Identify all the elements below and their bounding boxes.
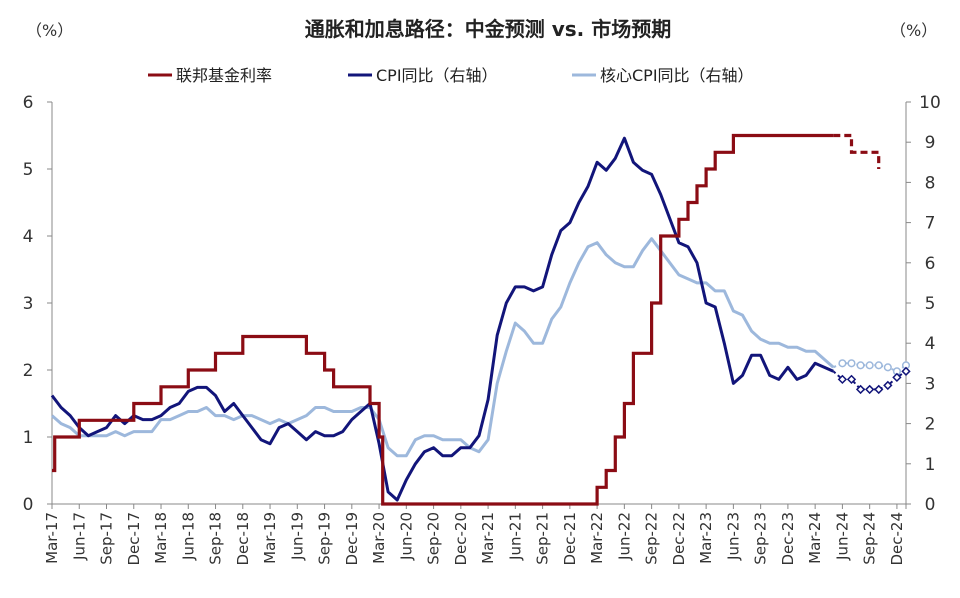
x-tick-label: Mar-18	[152, 512, 170, 564]
cpi-yoy-forecast-point	[901, 366, 911, 377]
x-tick-label: Dec-18	[234, 512, 252, 566]
left-tick-label: 5	[23, 160, 34, 180]
cpi-yoy-forecast-point	[874, 384, 884, 395]
x-tick-label: Mar-17	[43, 512, 61, 564]
right-tick-label: 7	[925, 214, 936, 234]
right-tick-label: 0	[925, 495, 936, 515]
right-unit-label: （%）	[890, 21, 937, 40]
x-tick-label: Jun-19	[288, 512, 306, 561]
x-tick-label: Jun-21	[506, 512, 524, 561]
cpi-yoy-forecast-point	[892, 372, 902, 383]
right-axis-ticks: 0 1 2 3 4 5 6 7 8 9 10	[906, 93, 941, 515]
x-tick-label: Jun-17	[70, 512, 88, 561]
left-tick-label: 0	[23, 495, 34, 515]
x-tick-label: Mar-19	[261, 512, 279, 564]
core-cpi-yoy-forecast-point	[838, 359, 847, 368]
cpi-yoy-forecast-point	[883, 380, 893, 391]
chart-title: 通胀和加息路径：中金预测 vs. 市场预期	[305, 17, 671, 41]
series-layer	[50, 133, 911, 506]
left-axis-ticks: 0 1 2 3 4 5 6	[23, 93, 52, 515]
legend-label-fed: 联邦基金利率	[176, 66, 272, 85]
x-tick-label: Sep-19	[316, 512, 334, 565]
x-tick-label: Sep-22	[643, 512, 661, 565]
x-tick-label: Sep-20	[425, 512, 443, 565]
x-tick-label: Jun-24	[833, 512, 851, 561]
right-tick-label: 6	[925, 254, 936, 274]
x-tick-label: Jun-20	[397, 512, 415, 561]
core-cpi-yoy-forecast-point	[883, 363, 892, 372]
core-cpi-yoy-forecast-point	[874, 361, 883, 370]
x-tick-label: Mar-22	[588, 512, 606, 564]
cpi-yoy-forecast-point	[864, 384, 875, 395]
core-cpi-yoy-forecast-point	[847, 359, 856, 368]
x-tick-label: Dec-19	[343, 512, 361, 566]
legend-label-cpi: CPI同比（右轴）	[376, 66, 498, 85]
core-cpi-yoy-line	[51, 237, 835, 458]
left-unit-label: （%）	[26, 21, 73, 40]
left-tick-label: 2	[23, 361, 34, 381]
x-tick-label: Dec-23	[779, 512, 797, 566]
x-tick-label: Sep-17	[98, 512, 116, 565]
cpi-yoy-forecast-point	[855, 384, 866, 395]
x-tick-label: Sep-18	[207, 512, 225, 565]
right-tick-label: 10	[919, 93, 941, 113]
right-tick-label: 3	[925, 374, 936, 394]
legend-label-core: 核心CPI同比（右轴）	[600, 66, 754, 85]
x-tick-label: Jun-18	[179, 512, 197, 561]
cpi-yoy-forecast-point	[837, 374, 848, 385]
x-tick-label: Dec-24	[888, 512, 906, 566]
right-tick-label: 1	[925, 455, 936, 475]
right-tick-label: 9	[925, 133, 936, 153]
x-tick-label: Mar-21	[479, 512, 497, 564]
x-tick-label: Dec-17	[125, 512, 143, 566]
core-cpi-yoy-forecast-point	[856, 361, 865, 370]
left-tick-label: 3	[23, 294, 34, 314]
right-tick-label: 5	[925, 294, 936, 314]
x-tick-label: Jun-22	[615, 512, 633, 561]
x-tick-label: Dec-22	[670, 512, 688, 566]
legend: 联邦基金利率 CPI同比（右轴） 核心CPI同比（右轴）	[148, 66, 754, 85]
x-tick-label: Jun-23	[724, 512, 742, 561]
left-tick-label: 1	[23, 428, 34, 448]
right-tick-label: 8	[925, 173, 936, 193]
right-tick-label: 4	[925, 334, 936, 354]
left-tick-label: 6	[23, 93, 34, 113]
cpi-yoy-line	[50, 136, 834, 502]
x-axis-ticks: Mar-17 Jun-17 Sep-17 Dec-17 Mar-18 Jun-18 Sep-…	[43, 504, 907, 566]
left-tick-label: 4	[23, 227, 34, 247]
x-tick-label: Mar-24	[806, 512, 824, 564]
right-tick-label: 2	[925, 415, 936, 435]
fed-funds-rate-line	[52, 133, 834, 506]
x-tick-label: Sep-21	[534, 512, 552, 565]
x-tick-label: Sep-24	[861, 512, 879, 565]
x-tick-label: Mar-23	[697, 512, 715, 564]
fed-funds-rate-forecast-line	[833, 133, 881, 169]
core-cpi-yoy-forecast-point	[865, 361, 874, 370]
x-tick-label: Dec-20	[452, 512, 470, 566]
cpi-yoy-forecast-point	[846, 374, 857, 385]
x-tick-label: Mar-20	[370, 512, 388, 564]
x-tick-label: Dec-21	[561, 512, 579, 566]
x-tick-label: Sep-23	[752, 512, 770, 565]
